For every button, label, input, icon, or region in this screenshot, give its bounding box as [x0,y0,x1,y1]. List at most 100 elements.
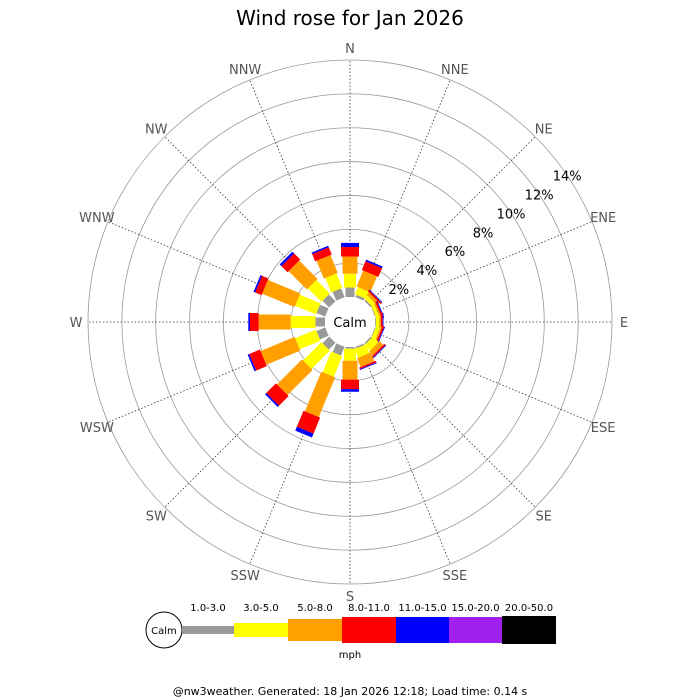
footer-text: @nw3weather. Generated: 18 Jan 2026 12:1… [173,685,528,698]
wind-bar-segment [356,270,378,293]
wind-bar-segment [364,299,373,308]
legend-swatch [342,617,396,643]
calm-circle [325,297,375,347]
wind-bar-segment [316,304,329,317]
legend-swatch [396,617,449,643]
wind-bar-segment [332,343,345,356]
calm-label: Calm [333,316,366,331]
wind-bar-segment [322,351,343,377]
legend-swatch [234,623,288,637]
legend-swatch [182,626,234,634]
wind-bar-segment [322,294,336,308]
wind-bar-segment [372,344,387,359]
wind-bar-segment [355,343,365,349]
wind-bar-segment [253,275,263,293]
wind-bar-segment [356,352,375,368]
legend-unit: mph [339,650,361,661]
grid-spoke [372,221,593,313]
direction-label: WSW [80,421,114,436]
wind-bar-segment [361,261,383,277]
wind-bar-segment [354,344,370,358]
wind-bar-segment [365,259,383,269]
direction-label: NW [145,122,168,137]
direction-label: E [620,316,628,331]
wind-bar-segment [255,275,269,296]
direction-label: WNW [79,211,115,226]
direction-label: N [345,42,355,57]
wind-bar-segment [279,251,295,267]
wind-bar-segment [359,360,377,370]
ring-label: 6% [445,245,466,260]
wind-bar-segment [371,343,386,358]
wind-bar-segment [304,371,336,418]
wind-bar-segment [311,245,329,255]
ring-label: 4% [417,264,438,279]
wind-bar-segment [307,279,330,302]
wind-bar-segment [364,336,373,345]
direction-label: NNW [229,63,261,78]
direction-labels: N NNE NE ENE E ESE SE SSE S SSW SW WSW W WNW NW NNW [70,42,629,605]
direction-label: W [70,316,83,331]
wind-bar-segment [296,410,321,434]
ring-label: 8% [473,226,494,241]
grid-spoke [367,339,536,508]
legend-bin-label: 3.0-5.0 [243,603,278,614]
calm-center: Calm [325,297,375,347]
wind-bar-segment [369,289,383,303]
legend-swatch [449,617,502,643]
wind-bar-segment [276,359,313,396]
wind-bar-segment [316,255,338,279]
speed-legend: Calm mph 1.0-3.0 3.0-5.0 5.0-8.0 8.0-11.0 11… [145,603,556,661]
wind-bar-segment [369,341,384,356]
wind-bar-segment [374,303,382,318]
legend-bin-label: 5.0-8.0 [297,603,332,614]
ring-label: 12% [525,188,554,203]
wind-bar-segment [281,253,301,273]
wind-bar-segment [312,247,332,262]
wind-bar-segment [367,290,382,305]
grid-spoke [367,136,536,305]
legend-bin-label: 8.0-11.0 [348,603,390,614]
direction-label: S [346,590,354,605]
wind-bar-segment [364,295,377,308]
direction-label: NNE [441,63,469,78]
legend-swatch [288,619,342,641]
wind-bar-segment [371,326,381,340]
wind-bar-segment [247,354,257,372]
direction-label: ENE [590,211,616,226]
wind-bar-segment [374,326,383,342]
direction-label: SW [146,510,167,525]
wind-bar-segment [364,336,379,351]
wind-bar-segment [375,301,384,319]
ring-labels: 2% 4% 6% 8%10% 12% 14% [388,169,581,298]
legend-calm-label: Calm [151,626,177,637]
legend-bin-label: 11.0-15.0 [398,603,446,614]
wind-bar-segment [295,426,314,438]
wind-bar-segment [295,329,321,350]
wind-bar-segment [325,273,343,293]
wind-bar-segment [355,294,365,301]
ring-label: 10% [497,207,526,222]
wind-bar-segment [303,342,330,369]
direction-label: NE [535,122,553,137]
grid-spoke [359,344,451,565]
ring-label: 14% [553,169,582,184]
wind-bar-segment [266,383,289,406]
wind-bar-segment [265,393,279,407]
chart-title: Wind rose for Jan 2026 [236,6,464,30]
grid-ring [87,59,613,585]
direction-label: SE [536,510,552,525]
direction-label: ESE [591,421,616,436]
wind-bar-segment [295,294,321,315]
wind-bar-segment [260,336,301,365]
wind-bar-segment [375,325,385,344]
wind-bar-segment [332,288,345,301]
legend-bin-label: 20.0-50.0 [505,603,553,614]
wind-bar-segment [316,327,329,340]
grid-spoke [359,79,451,300]
ring-label: 2% [388,283,409,298]
wind-bar-segment [262,279,301,308]
direction-label: SSW [230,569,260,584]
wind-bar-segment [249,349,267,371]
